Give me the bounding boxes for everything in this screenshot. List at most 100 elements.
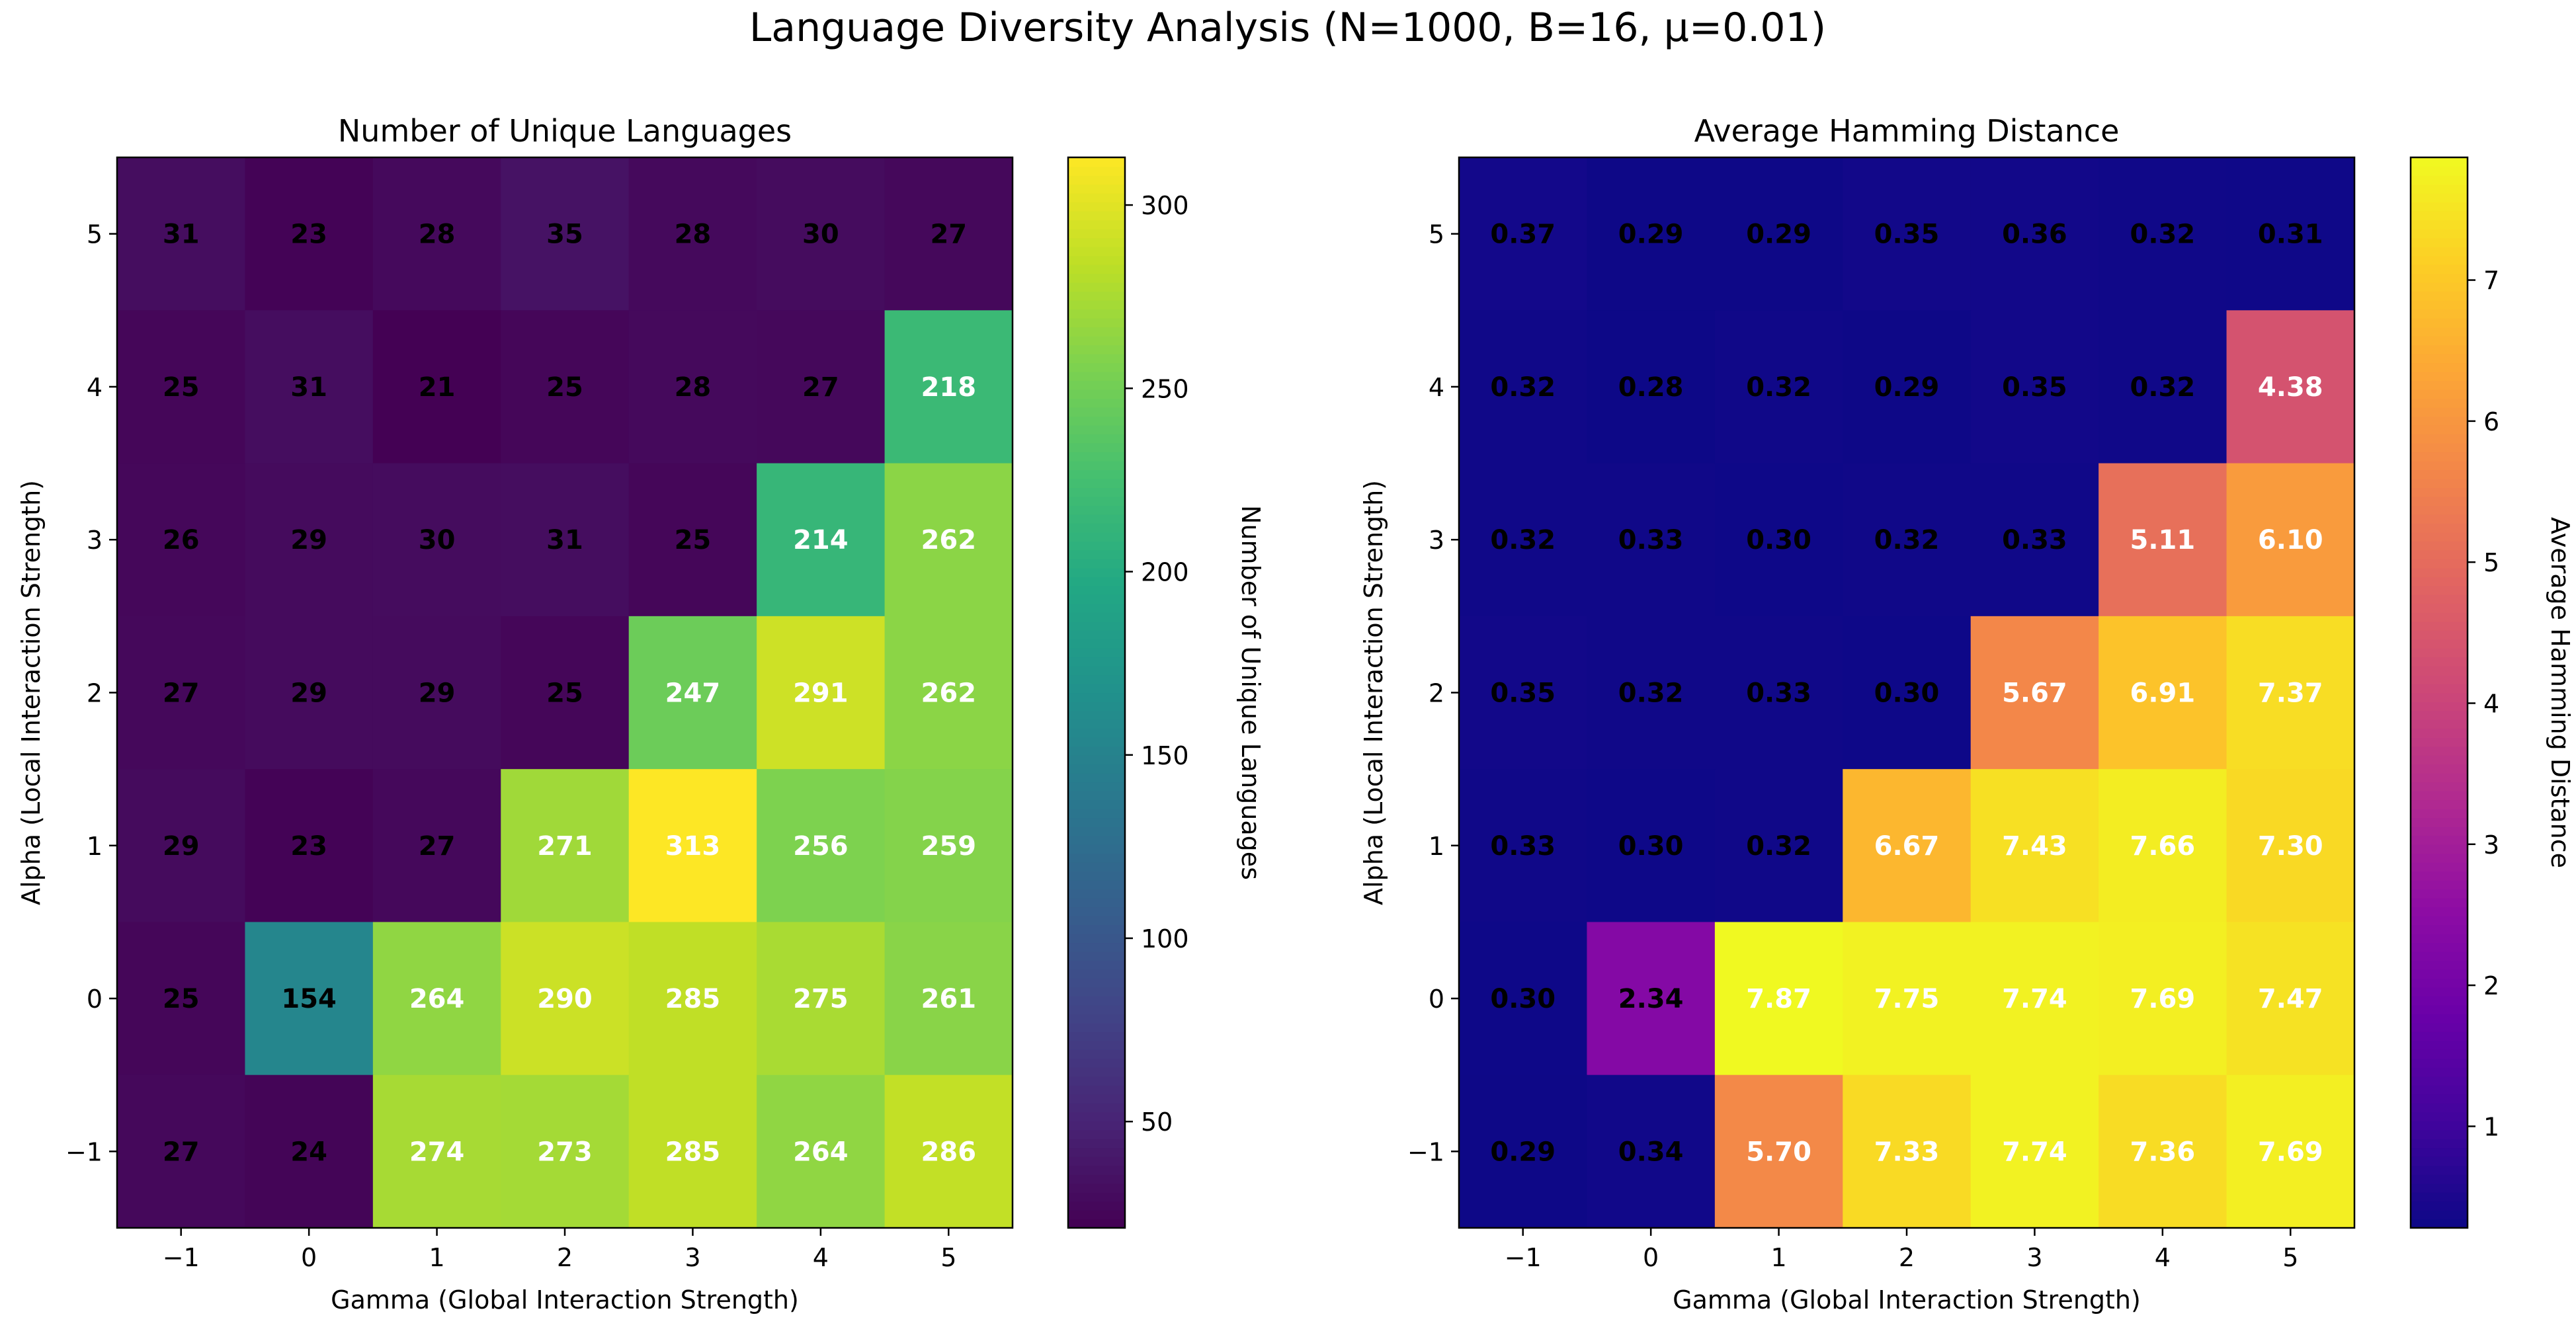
heatmap-cell [628, 157, 757, 311]
colorbar-segment [1068, 987, 1125, 997]
colorbar-segment [1068, 996, 1125, 1006]
colorbar-segment [1068, 701, 1125, 711]
heatmap-cell [1843, 310, 1972, 464]
heatmap-cell [2226, 1074, 2355, 1229]
cell-value-label: 4.38 [2258, 372, 2323, 403]
cell-value-label: 7.69 [2258, 1137, 2323, 1167]
colorbar-segment [1068, 1121, 1125, 1131]
heatmap-cell [1587, 616, 1716, 770]
colorbar-segment [1068, 1094, 1125, 1104]
heatmap-cell [1587, 310, 1716, 464]
cell-value-label: 262 [921, 678, 977, 709]
colorbar-segment [2411, 344, 2468, 354]
colorbar-segment [2411, 541, 2468, 551]
heatmap-cell [884, 310, 1013, 464]
colorbar-segment [1068, 1129, 1125, 1139]
colorbar-segment [1068, 1049, 1125, 1059]
heatmap-cell [372, 922, 501, 1076]
colorbar-segment [1068, 514, 1125, 524]
heatmap-cell [117, 616, 246, 770]
colorbar-segment [2411, 1210, 2468, 1220]
colorbar-segment [2411, 452, 2468, 462]
cell-value-label: 0.33 [1746, 678, 1811, 709]
colorbar-segment [2411, 1201, 2468, 1211]
heatmap-cell [245, 922, 374, 1076]
heatmap-cell [1843, 769, 1972, 923]
colorbar-segment [1068, 1058, 1125, 1068]
heatmap-cell [1459, 922, 1588, 1076]
colorbar-segment [2411, 192, 2468, 203]
colorbar-segment [1068, 228, 1125, 239]
heatmap-cell [884, 769, 1013, 923]
colorbar-segment [2411, 549, 2468, 559]
x-axis-label: Gamma (Global Interaction Strength) [331, 1285, 799, 1314]
heatmap-cell [1843, 616, 1972, 770]
colorbar-segment [1068, 157, 1125, 167]
colorbar-segment [1068, 1014, 1125, 1024]
colorbar-segment [1068, 549, 1125, 559]
colorbar-segment [1068, 1103, 1125, 1113]
heatmap-cell [2226, 616, 2355, 770]
heatmap-cell [501, 922, 630, 1076]
colorbar-segment [2411, 1067, 2468, 1077]
x-tick-label: 0 [1643, 1243, 1659, 1272]
colorbar-segment [1068, 362, 1125, 372]
cell-value-label: 23 [290, 831, 327, 862]
colorbar-segment [1068, 674, 1125, 684]
x-axis-label: Gamma (Global Interaction Strength) [1673, 1285, 2141, 1314]
heatmap-cell [1970, 616, 2099, 770]
cell-value-label: 0.29 [1490, 1137, 1556, 1167]
cell-value-label: 0.30 [1618, 831, 1684, 862]
colorbar-segment [2411, 746, 2468, 756]
cell-value-label: 0.35 [1874, 220, 1940, 250]
cell-value-label: 264 [793, 1137, 849, 1167]
colorbar-segment [2411, 844, 2468, 854]
colorbar-segment [2411, 1183, 2468, 1193]
cell-value-label: 0.30 [1490, 984, 1556, 1014]
colorbar-segment [1068, 353, 1125, 364]
colorbar-segment [1068, 692, 1125, 702]
cell-value-label: 28 [419, 220, 456, 250]
colorbar-segment [2411, 478, 2468, 488]
cell-value-label: 31 [546, 525, 583, 555]
heatmap-cell [2098, 1074, 2227, 1229]
colorbar-segment [1068, 684, 1125, 694]
colorbar-segment [2411, 951, 2468, 961]
cell-value-label: 5.11 [2130, 525, 2196, 555]
colorbar-segment [1068, 282, 1125, 292]
colorbar-segment [2411, 1156, 2468, 1166]
colorbar-segment [2411, 1049, 2468, 1059]
colorbar-segment [1068, 1174, 1125, 1184]
cell-value-label: 247 [665, 678, 721, 709]
heatmap-cell [1843, 157, 1972, 311]
y-tick-label: 3 [87, 526, 103, 555]
colorbar-segment [2411, 728, 2468, 738]
cell-value-label: 5.67 [2002, 678, 2067, 709]
colorbar-segment [1068, 960, 1125, 970]
colorbar-segment [2411, 701, 2468, 711]
cell-value-label: 7.69 [2130, 984, 2196, 1014]
colorbar-segment [2411, 407, 2468, 417]
colorbar-segment [1068, 621, 1125, 631]
cell-value-label: 7.75 [1874, 984, 1940, 1014]
cell-value-label: 0.32 [2130, 372, 2196, 403]
colorbar-segment [2411, 273, 2468, 283]
heatmap-cell [2226, 310, 2355, 464]
heatmap-cell [1714, 157, 1843, 311]
colorbar-segment [2411, 684, 2468, 694]
y-tick-label: 1 [87, 832, 103, 861]
cell-value-label: 29 [290, 678, 327, 709]
heatmap-cell [1587, 463, 1716, 617]
colorbar-segment [1068, 398, 1125, 408]
cell-value-label: 0.36 [2002, 220, 2067, 250]
colorbar-segment [2411, 879, 2468, 890]
cell-value-label: 7.47 [2258, 984, 2323, 1014]
colorbar-segment [2411, 648, 2468, 658]
colorbar-segment [1068, 327, 1125, 337]
colorbar-segment [2411, 871, 2468, 881]
colorbar-segment [2411, 996, 2468, 1006]
colorbar-segment [1068, 853, 1125, 863]
heatmap-cell [1970, 310, 2099, 464]
cell-value-label: 271 [537, 831, 593, 862]
colorbar-segment [1068, 264, 1125, 274]
